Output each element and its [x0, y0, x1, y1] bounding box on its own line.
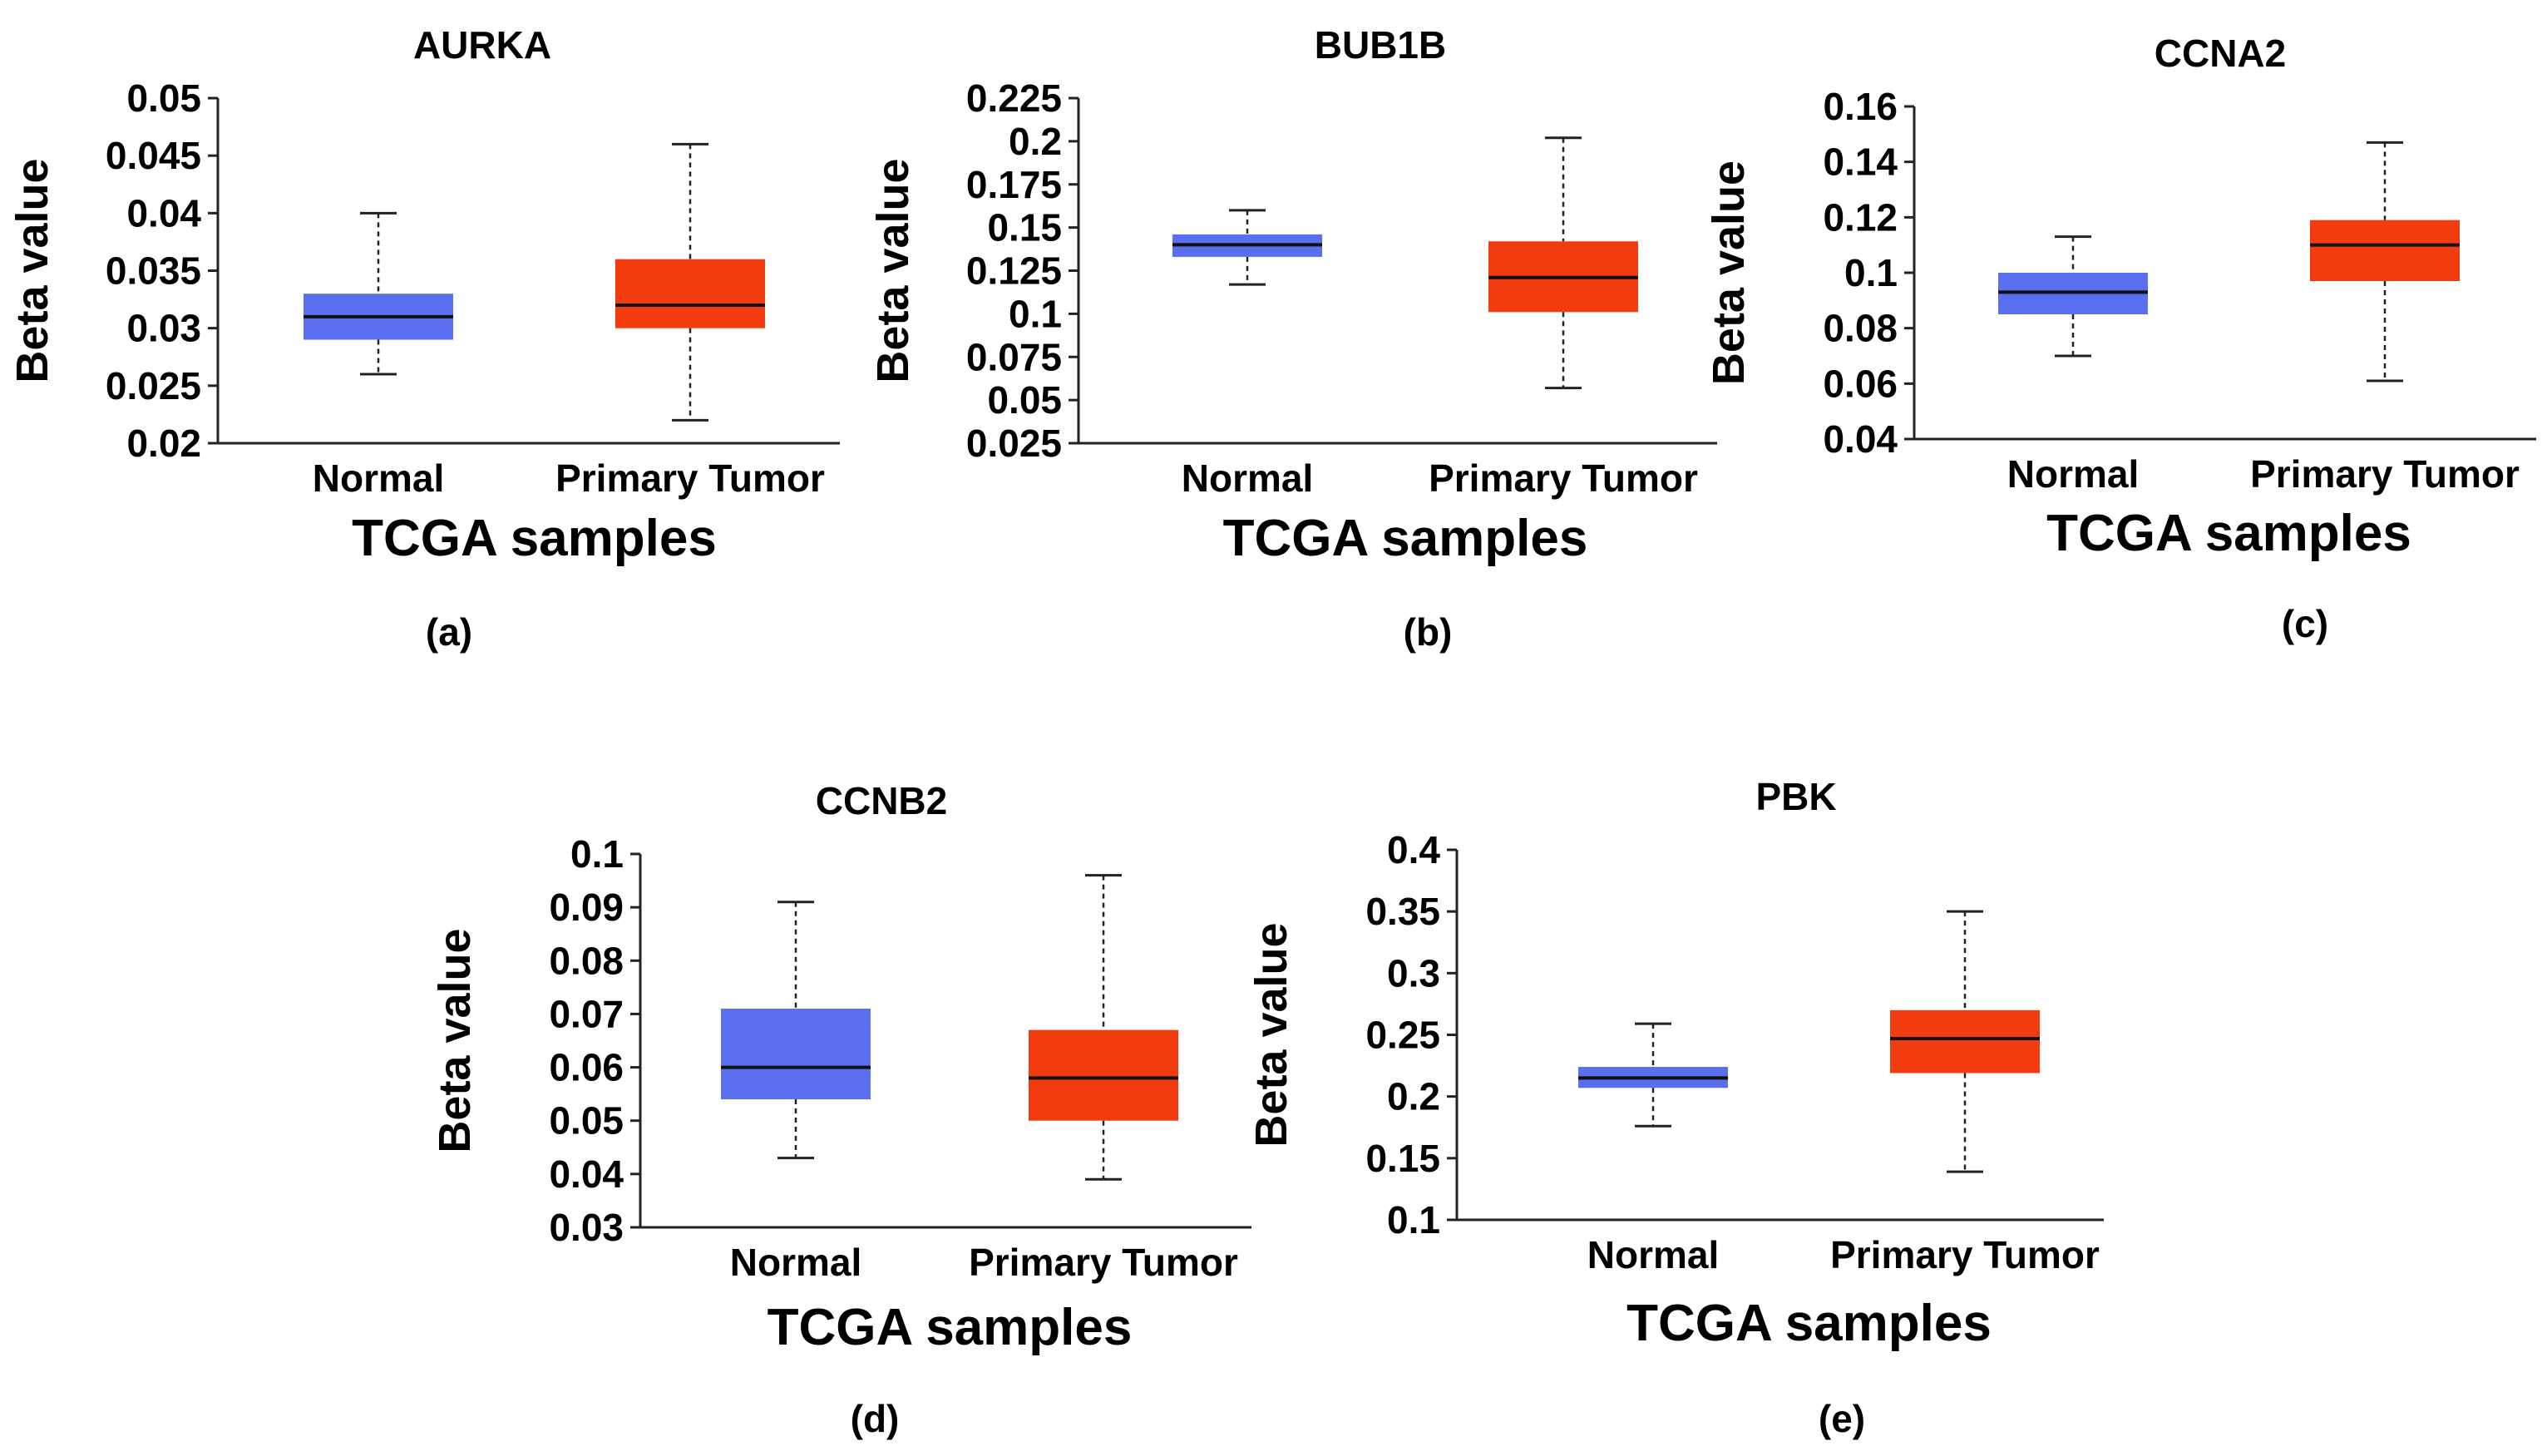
chart-title: AURKA [413, 23, 551, 67]
y-tick-label: 0.03 [126, 307, 201, 350]
y-tick-label: 0.175 [966, 163, 1062, 206]
y-tick-label: 0.15 [987, 206, 1062, 249]
box-primary-tumor: Primary Tumor [1429, 136, 1698, 500]
y-tick-label: 0.05 [987, 378, 1062, 422]
y-tick-label: 0.08 [1823, 307, 1898, 350]
y-tick-label: 0.05 [126, 77, 201, 120]
x-category-label: Primary Tumor [555, 457, 825, 500]
x-category-label: Normal [730, 1241, 861, 1284]
y-tick-label: 0.1 [1387, 1198, 1440, 1241]
iqr-box [1029, 1029, 1178, 1121]
y-axis-label: Beta value [868, 158, 918, 383]
chart-title: PBK [1755, 775, 1836, 818]
y-axis-label: Beta value [1246, 922, 1296, 1147]
y-tick-label: 0.025 [966, 422, 1062, 465]
y-tick-label: 0.07 [549, 992, 624, 1035]
x-axis-label: TCGA samples [1223, 510, 1588, 567]
x-category-label: Normal [2007, 452, 2139, 496]
x-category-label: Primary Tumor [1429, 457, 1698, 500]
y-tick-label: 0.16 [1823, 85, 1898, 128]
x-category-label: Normal [313, 457, 444, 500]
y-tick-label: 0.225 [966, 77, 1062, 120]
y-tick-label: 0.3 [1387, 951, 1440, 995]
y-tick-label: 0.075 [966, 335, 1062, 378]
y-tick-label: 0.2 [1009, 120, 1062, 163]
panel-label: (c) [2282, 602, 2328, 645]
box-normal: Normal [721, 901, 871, 1284]
chart-panel-bub1b: BUB1B 0.0250.050.0750.10.1250.150.1750.20… [868, 23, 1717, 654]
y-tick-label: 0.04 [549, 1152, 624, 1196]
x-axis-label: TCGA samples [768, 1299, 1133, 1356]
y-tick-label: 0.06 [549, 1046, 624, 1089]
y-tick-label: 0.04 [126, 191, 201, 234]
x-category-label: Normal [1182, 457, 1313, 500]
y-axis-label: Beta value [1704, 160, 1754, 385]
x-category-label: Primary Tumor [2250, 452, 2520, 496]
x-axis-label: TCGA samples [1626, 1295, 1992, 1352]
y-tick-label: 0.1 [1009, 292, 1062, 335]
y-tick-label: 0.06 [1823, 362, 1898, 405]
chart-title: BUB1B [1315, 23, 1446, 67]
y-tick-label: 0.25 [1365, 1014, 1440, 1057]
box-primary-tumor: Primary Tumor [969, 874, 1238, 1284]
y-tick-label: 0.025 [106, 364, 201, 407]
y-tick-label: 0.045 [106, 134, 201, 177]
y-tick-label: 0.1 [1844, 251, 1898, 294]
panel-label: (b) [1404, 610, 1453, 654]
y-tick-label: 0.035 [106, 249, 201, 293]
x-category-label: Primary Tumor [1830, 1233, 2100, 1276]
panel-label: (e) [1819, 1397, 1865, 1440]
y-tick-label: 0.4 [1387, 828, 1440, 871]
iqr-box [615, 259, 765, 328]
y-tick-label: 0.125 [966, 249, 1062, 293]
box-normal: Normal [1998, 235, 2148, 496]
y-tick-label: 0.12 [1823, 195, 1898, 239]
y-tick-label: 0.04 [1823, 417, 1898, 461]
box-normal: Normal [1172, 209, 1322, 500]
y-tick-label: 0.09 [549, 886, 624, 929]
chart-title: CCNB2 [816, 779, 947, 822]
chart-panel-aurka: AURKA 0.02 0.025 0.03 0.035 0.04 0.045 0.05 Beta… [7, 23, 840, 654]
box-primary-tumor: Primary Tumor [1830, 910, 2100, 1276]
panel-label: (a) [426, 610, 472, 654]
y-tick-label: 0.08 [549, 939, 624, 982]
y-tick-label: 0.02 [126, 422, 201, 465]
chart-panel-pbk: PBK 0.1 0.15 0.2 0.25 0.3 0.35 0.4 Beta value Nor… [1246, 775, 2104, 1440]
y-tick-label: 0.35 [1365, 890, 1440, 933]
box-primary-tumor: Primary Tumor [2250, 141, 2520, 496]
y-tick-label: 0.1 [570, 832, 624, 876]
y-tick-label: 0.14 [1823, 141, 1898, 184]
box-normal: Normal [304, 211, 453, 500]
y-tick-label: 0.15 [1365, 1137, 1440, 1180]
y-axis-label: Beta value [430, 928, 480, 1152]
chart-panel-ccnb2: CCNB2 0.03 0.04 0.05 0.06 0.07 0.08 0.09 0.1 Beta… [430, 779, 1251, 1440]
box-primary-tumor: Primary Tumor [555, 142, 825, 500]
x-axis-label: TCGA samples [2046, 505, 2411, 562]
x-category-label: Normal [1587, 1233, 1719, 1276]
y-tick-label: 0.03 [549, 1206, 624, 1249]
y-axis-label: Beta value [7, 158, 57, 383]
panel-label: (d) [851, 1397, 900, 1440]
box-normal: Normal [1578, 1022, 1728, 1276]
iqr-box [1890, 1009, 2040, 1073]
chart-title: CCNA2 [2155, 32, 2286, 75]
iqr-box [721, 1009, 871, 1100]
x-category-label: Primary Tumor [969, 1241, 1238, 1284]
y-tick-label: 0.2 [1387, 1075, 1440, 1118]
chart-panel-ccna2: CCNA2 0.04 0.06 0.08 0.1 0.12 0.14 0.16 Beta val… [1704, 32, 2536, 645]
x-axis-label: TCGA samples [352, 510, 717, 567]
y-tick-label: 0.05 [549, 1099, 624, 1143]
iqr-box [2310, 220, 2460, 281]
